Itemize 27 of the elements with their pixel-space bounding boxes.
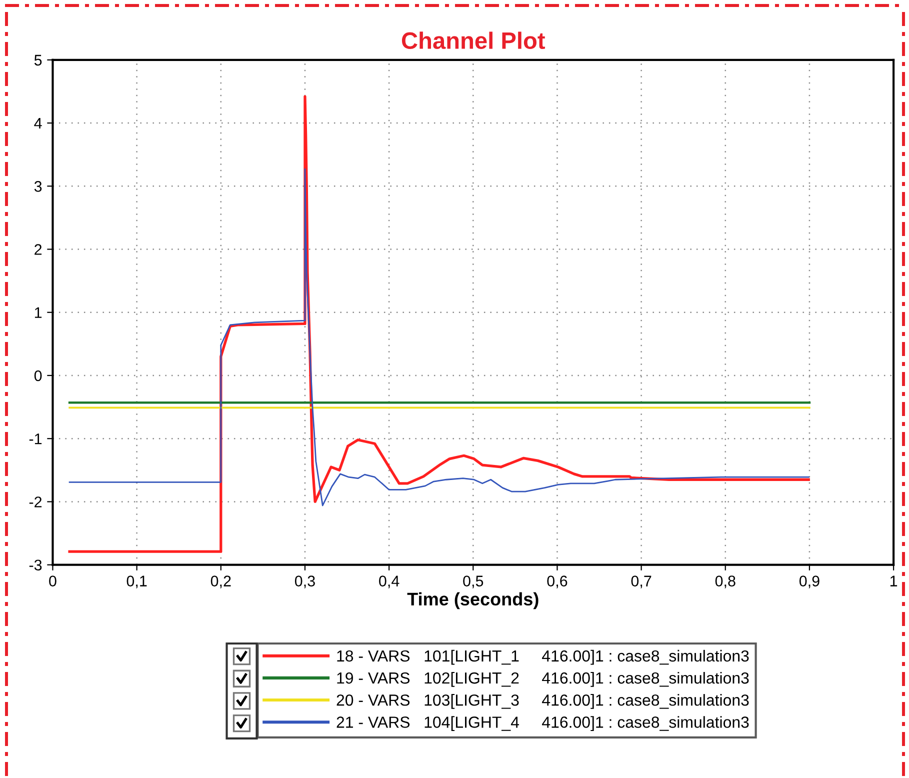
y-tick-label: 4 [34,118,42,129]
y-tick-label: 3 [34,181,42,192]
y-tick-label: -2 [29,496,42,508]
x-tick-label: 0 [49,576,56,586]
legend-label: 21 - VARS 104[LIGHT_4 416.00]1 : case8_simulation3 [336,716,749,732]
x-tick-label: 0,6 [547,576,568,588]
y-tick-label: -1 [29,434,42,444]
x-axis-title: Time (seconds) [407,592,538,610]
y-tick-label: 1 [34,307,42,318]
x-tick-label: 0,4 [379,576,400,588]
x-tick-label: 0,2 [210,576,231,588]
x-tick-label: 0,8 [715,576,736,588]
legend-label: 19 - VARS 102[LIGHT_2 416.00]1 : case8_simulation3 [337,672,749,687]
x-tick-label: 0,3 [294,576,315,588]
y-tick-label: 0 [34,370,42,382]
legend-label: 20 - VARS 103[LIGHT_3 416.00]1 : case8_simulation3 [336,694,749,709]
line-series [68,168,810,506]
y-tick-label: -3 [29,560,42,571]
x-tick-label: 0,5 [463,576,484,588]
y-tick-label: 2 [34,244,42,255]
chart-title: Channel Plot [402,32,545,50]
x-tick-label: 0,7 [631,576,652,588]
x-tick-label: 0,9 [799,576,820,588]
x-tick-label: 1 [890,576,898,586]
legend-label: 18 - VARS 101[LIGHT_1 416.00]1 : case8_simulation3 [337,650,749,665]
x-tick-label: 0,1 [126,576,147,588]
y-tick-label: 5 [34,54,42,66]
